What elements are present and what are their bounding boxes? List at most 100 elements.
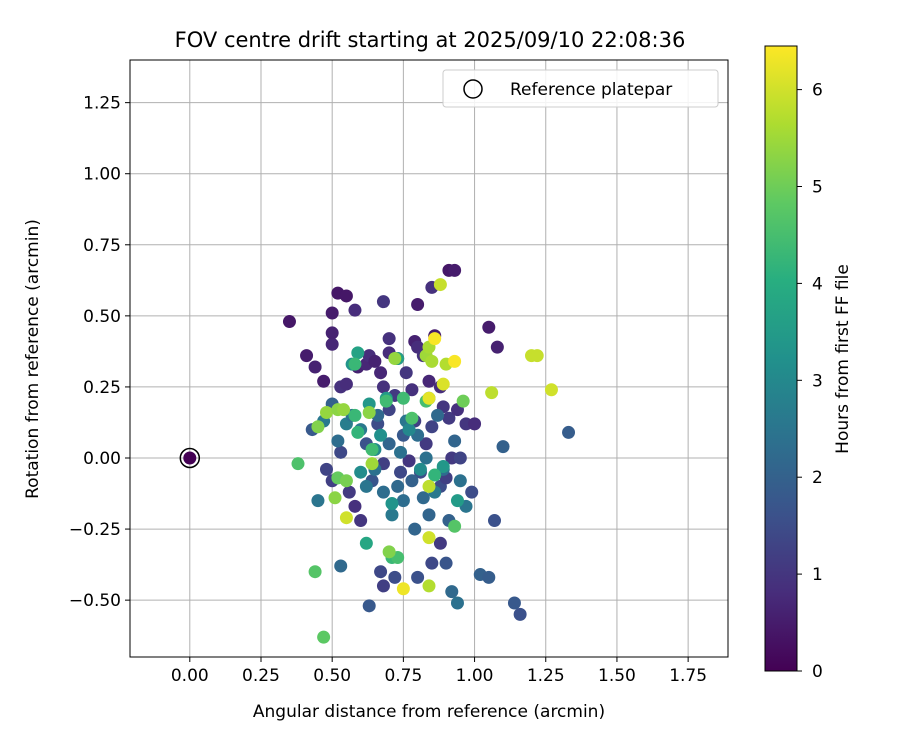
data-point <box>339 377 353 391</box>
data-point <box>448 354 462 368</box>
data-point <box>311 420 325 434</box>
data-point <box>425 354 439 368</box>
x-tick-label: 1.50 <box>598 666 636 686</box>
legend: Reference platepar <box>442 69 719 108</box>
colorbar-ticks: 0 1 2 3 4 5 6 <box>797 81 823 682</box>
data-point <box>354 514 368 528</box>
data-point <box>376 295 390 309</box>
data-point <box>485 386 499 400</box>
data-point <box>436 460 450 474</box>
data-point <box>405 411 419 425</box>
data-point <box>337 403 351 417</box>
data-point <box>376 380 390 394</box>
data-point <box>448 434 462 448</box>
y-tick-label: 0.75 <box>83 236 121 256</box>
data-point <box>496 440 510 454</box>
data-point <box>411 570 425 584</box>
colorbar-label: Hours from first FF file <box>833 264 853 454</box>
x-axis-label: Angular distance from reference (arcmin) <box>253 702 605 722</box>
data-point <box>359 536 373 550</box>
data-point <box>385 496 399 510</box>
data-point <box>425 420 439 434</box>
data-point <box>382 332 396 346</box>
data-point <box>422 508 436 522</box>
data-point <box>465 485 479 499</box>
data-point <box>413 462 427 476</box>
data-point <box>456 394 470 408</box>
data-point <box>416 491 430 505</box>
data-point <box>291 457 305 471</box>
legend-box <box>442 69 719 108</box>
x-tick-label: 0.25 <box>242 666 280 686</box>
data-point <box>431 408 445 422</box>
y-axis-label: Rotation from reference (arcmin) <box>23 219 43 499</box>
x-tick-label: 0.50 <box>313 666 351 686</box>
legend-marker-icon <box>463 79 483 99</box>
colorbar-tick-label: 3 <box>812 371 823 391</box>
data-point <box>348 408 362 422</box>
data-point <box>388 570 402 584</box>
data-point <box>482 570 496 584</box>
data-point <box>433 536 447 550</box>
data-point <box>396 494 410 508</box>
data-point <box>487 514 501 528</box>
data-point <box>468 417 482 431</box>
data-point <box>385 508 399 522</box>
data-point <box>342 485 356 499</box>
data-point <box>354 465 368 479</box>
data-point <box>334 559 348 573</box>
legend-entry-label: Reference platepar <box>510 80 672 100</box>
data-point <box>374 366 388 380</box>
data-point <box>402 454 416 468</box>
data-point <box>425 556 439 570</box>
data-point <box>394 465 408 479</box>
data-point <box>448 263 462 277</box>
data-point <box>399 366 413 380</box>
x-tick-label: 1.00 <box>456 666 494 686</box>
data-points <box>282 263 576 644</box>
colorbar-tick-label: 0 <box>812 662 823 682</box>
data-point <box>319 462 333 476</box>
y-tick-label: 1.25 <box>83 94 121 114</box>
data-point <box>396 391 410 405</box>
data-point <box>365 442 379 456</box>
plot-frame <box>129 59 729 658</box>
data-point <box>362 599 376 613</box>
colorbar: 0 1 2 3 4 5 6 Hours from first FF file <box>764 45 853 682</box>
data-point <box>453 451 467 465</box>
data-point <box>507 596 521 610</box>
x-tick-label: 1.25 <box>527 666 565 686</box>
colorbar-tick-label: 5 <box>812 178 823 198</box>
data-point <box>334 445 348 459</box>
data-point <box>408 522 422 536</box>
data-point <box>348 303 362 317</box>
y-tick-label: −0.50 <box>69 591 121 611</box>
data-point <box>436 377 450 391</box>
data-point <box>325 306 339 320</box>
data-point <box>448 519 462 533</box>
data-point <box>365 457 379 471</box>
data-point <box>450 596 464 610</box>
data-point <box>376 579 390 593</box>
data-point <box>328 491 342 505</box>
data-point <box>453 474 467 488</box>
colorbar-gradient <box>764 45 798 672</box>
data-point <box>362 406 376 420</box>
data-point <box>422 531 436 545</box>
data-point <box>374 428 388 442</box>
data-point <box>422 579 436 593</box>
data-point <box>339 474 353 488</box>
data-point <box>433 278 447 292</box>
data-point <box>428 332 442 346</box>
data-point <box>325 326 339 340</box>
reference-point-marker <box>179 447 201 469</box>
reference-point-ring <box>179 447 201 469</box>
colorbar-tick-label: 1 <box>812 565 823 585</box>
data-point <box>439 556 453 570</box>
data-point <box>422 391 436 405</box>
data-point <box>450 494 464 508</box>
data-point <box>530 349 544 363</box>
y-tick-label: 1.00 <box>83 165 121 185</box>
data-point <box>382 545 396 559</box>
